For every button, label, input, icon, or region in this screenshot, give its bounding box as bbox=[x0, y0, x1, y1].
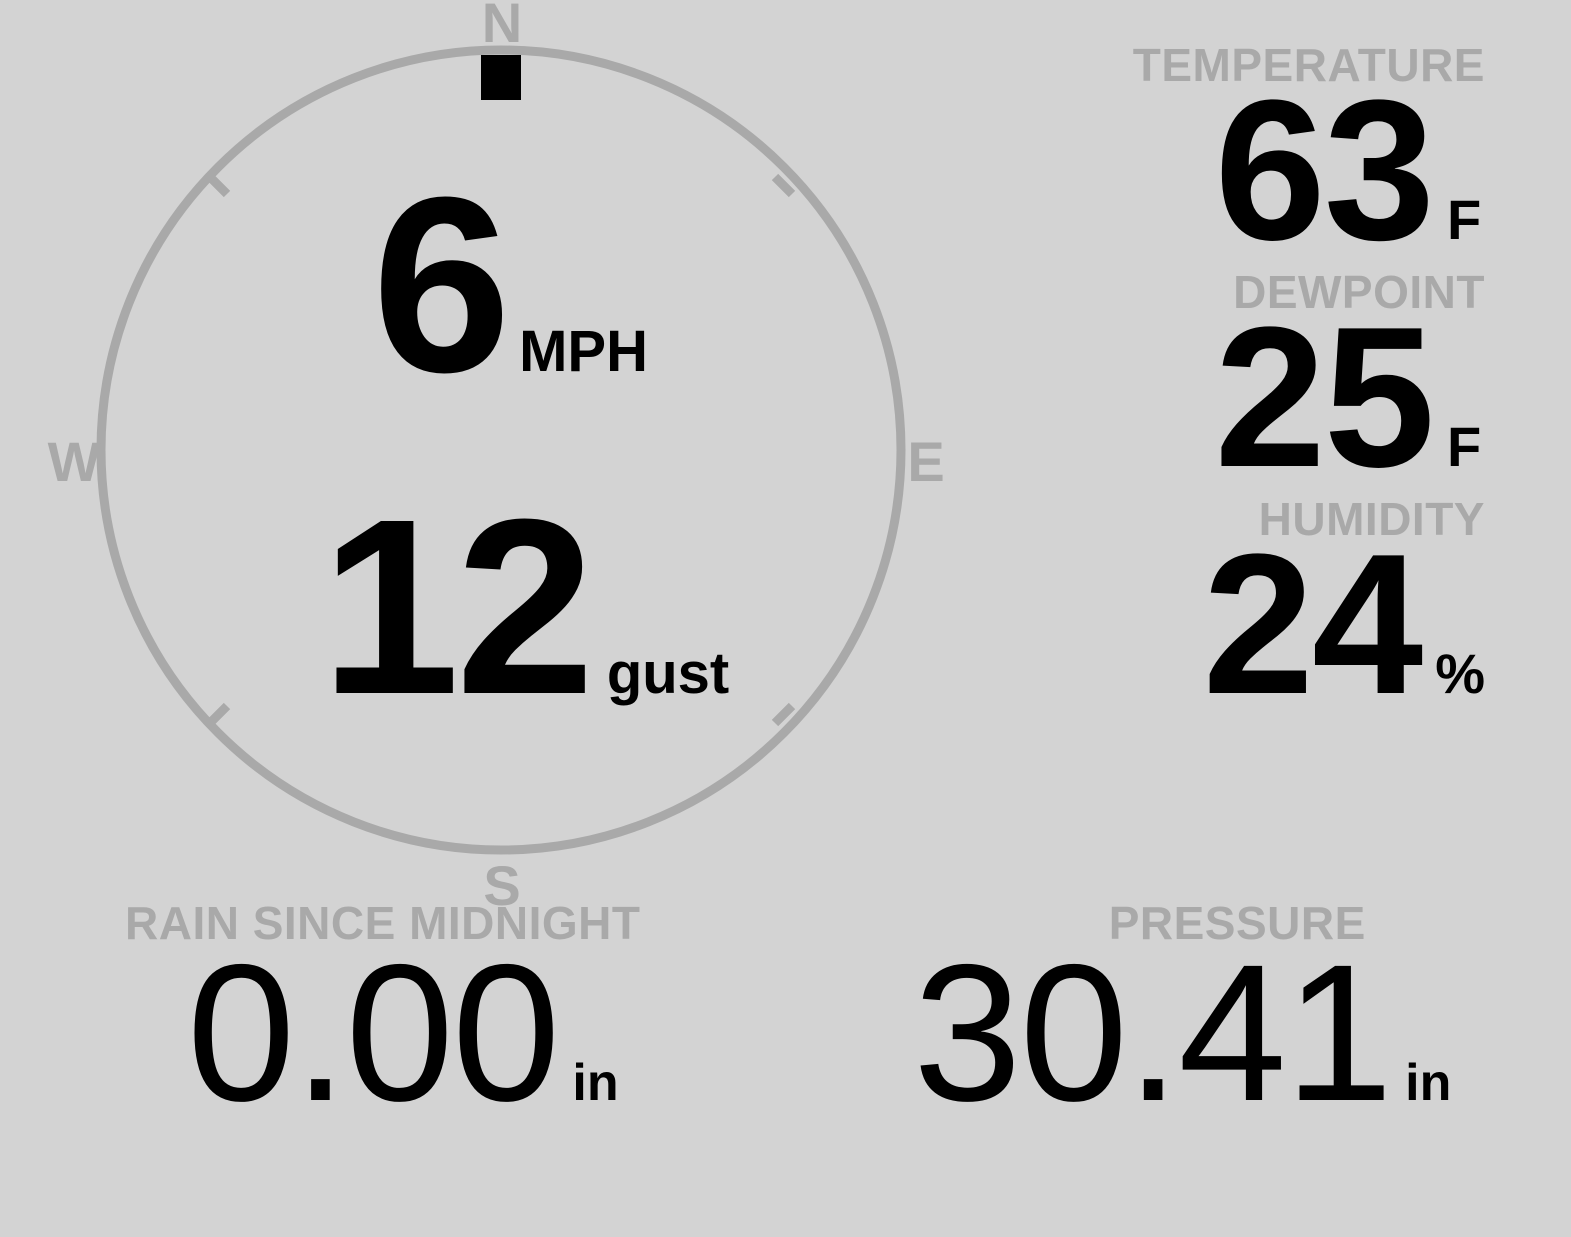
compass-tick-sw bbox=[206, 702, 231, 727]
compass-ring bbox=[96, 45, 906, 855]
humidity-unit: % bbox=[1435, 641, 1485, 705]
rain-block: RAIN SINCE MIDNIGHT 0.00 in bbox=[0, 900, 786, 1160]
dewpoint-label: DEWPOINT bbox=[1233, 265, 1485, 318]
compass-label-west: W bbox=[47, 430, 101, 493]
compass-tick-ne bbox=[771, 173, 796, 198]
dewpoint-block: DEWPOINT 25 F bbox=[845, 265, 1485, 509]
wind-gust-readout: 12 gust bbox=[0, 467, 980, 746]
wind-speed-value: 6 bbox=[372, 145, 511, 424]
humidity-value: 24 bbox=[1202, 512, 1423, 736]
pressure-unit: in bbox=[1405, 1054, 1452, 1112]
dewpoint-value-row: 25 F bbox=[845, 285, 1485, 509]
temperature-value-row: 63 F bbox=[845, 58, 1485, 282]
compass-label-south: S bbox=[483, 854, 521, 917]
temperature-value: 63 bbox=[1214, 58, 1435, 282]
wind-direction-marker bbox=[481, 55, 521, 100]
humidity-value-row: 24 % bbox=[845, 512, 1485, 736]
dewpoint-value: 25 bbox=[1214, 285, 1435, 509]
compass-tick-nw bbox=[206, 173, 231, 198]
humidity-block: HUMIDITY 24 % bbox=[845, 492, 1485, 736]
compass-tick-marks bbox=[206, 173, 796, 727]
dewpoint-unit: F bbox=[1447, 414, 1482, 478]
humidity-label: HUMIDITY bbox=[1258, 492, 1485, 545]
rain-value-row: 0.00 in bbox=[0, 924, 786, 1142]
temperature-label: TEMPERATURE bbox=[1132, 39, 1485, 91]
pressure-value-row: 30.41 in bbox=[786, 924, 1571, 1142]
readout-column: TEMPERATURE 63 F DEWPOINT 25 F HUMIDITY … bbox=[845, 39, 1485, 736]
bottom-readout-row: RAIN SINCE MIDNIGHT 0.00 in PRESSURE 30.… bbox=[0, 900, 1571, 1160]
temperature-block: TEMPERATURE 63 F bbox=[845, 39, 1485, 282]
rain-label: RAIN SINCE MIDNIGHT bbox=[125, 897, 641, 949]
pressure-label: PRESSURE bbox=[1108, 897, 1366, 949]
compass-label-east: E bbox=[907, 430, 945, 493]
wind-compass-panel: N E S W 6 MPH 12 gust bbox=[0, 0, 980, 914]
compass-dial bbox=[96, 45, 906, 855]
rain-unit: in bbox=[572, 1054, 619, 1112]
rain-value: 0.00 bbox=[186, 924, 561, 1142]
wind-gust-value: 12 bbox=[320, 467, 595, 746]
compass-label-north: N bbox=[481, 0, 523, 54]
pressure-value: 30.41 bbox=[913, 924, 1393, 1142]
wind-gust-unit: gust bbox=[606, 641, 730, 706]
wind-speed-unit: MPH bbox=[519, 319, 648, 384]
compass-tick-se bbox=[771, 702, 796, 727]
pressure-block: PRESSURE 30.41 in bbox=[786, 900, 1571, 1160]
temperature-unit: F bbox=[1447, 187, 1482, 251]
wind-speed-readout: 6 MPH bbox=[0, 145, 980, 424]
